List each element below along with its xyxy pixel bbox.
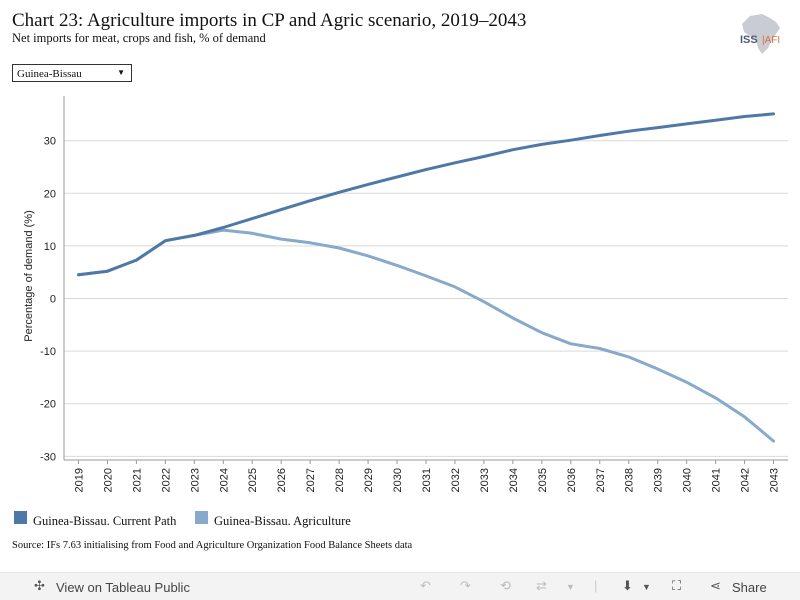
tableau-toolbar: ✣ View on Tableau Public ↶ ↷ ⟲ ⇄ ▼ | ⬇ ▼…	[0, 572, 800, 600]
legend-label-agriculture: Guinea-Bissau. Agriculture	[214, 514, 351, 528]
y-tick-label: -20	[40, 399, 56, 411]
x-tick-label: 2029	[363, 468, 375, 492]
x-tick-label: 2021	[131, 468, 143, 492]
source-note: Source: IFs 7.63 initialising from Food …	[12, 540, 413, 551]
x-tick-label: 2031	[421, 468, 433, 492]
x-tick-label: 2043	[769, 468, 781, 492]
toolbar-divider: |	[594, 578, 598, 593]
legend-label-current-path: Guinea-Bissau. Current Path	[33, 514, 177, 528]
x-tick-label: 2024	[218, 468, 230, 492]
x-tick-label: 2027	[305, 468, 317, 492]
legend-swatch-current-path	[14, 511, 27, 524]
x-tick-label: 2030	[392, 468, 404, 492]
x-tick-label: 2038	[624, 468, 636, 492]
x-tick-label: 2039	[653, 468, 665, 492]
axes: 30 20 10 0 -10 -20 -30 2019 2020 2021 2022 2023 2024…	[40, 96, 788, 492]
x-tick-label: 2019	[73, 468, 85, 492]
download-icon[interactable]: ⬇	[622, 578, 633, 593]
share-button[interactable]: Share	[732, 580, 767, 595]
svg-text:ISS: ISS	[740, 34, 758, 46]
x-tick-label: 2042	[740, 468, 752, 492]
y-axis-label: Percentage of demand (%)	[23, 210, 35, 341]
redo-icon[interactable]: ↷	[460, 578, 471, 593]
fullscreen-icon[interactable]: ⛶	[672, 578, 682, 593]
gridlines	[64, 140, 788, 457]
x-tick-label: 2026	[276, 468, 288, 492]
y-tick-label: 0	[50, 294, 56, 306]
country-filter-value: Guinea-Bissau	[17, 68, 82, 80]
country-filter-dropdown[interactable]: Guinea-Bissau ▼	[12, 64, 132, 82]
chart-subtitle: Net imports for meat, crops and fish, % …	[12, 31, 266, 45]
x-tick-label: 2033	[479, 468, 491, 492]
x-tick-label: 2036	[566, 468, 578, 492]
line-chart: 30 20 10 0 -10 -20 -30 2019 2020 2021 2022 2023 2024…	[23, 96, 788, 492]
view-on-tableau-link[interactable]: View on Tableau Public	[56, 580, 190, 595]
x-tick-label: 2025	[247, 468, 259, 492]
series-lines	[77, 112, 775, 443]
dropdown-arrow-icon: ▼	[117, 68, 125, 77]
svg-text:|AFI: |AFI	[762, 35, 780, 46]
y-tick-label: 30	[44, 136, 56, 148]
x-tick-label: 2035	[537, 468, 549, 492]
undo-icon[interactable]: ↶	[420, 578, 431, 593]
download-menu-chevron-icon[interactable]: ▼	[642, 582, 651, 592]
x-tick-label: 2041	[711, 468, 723, 492]
y-tick-label: 10	[44, 241, 56, 253]
refresh-icon[interactable]: ⇄	[536, 578, 547, 593]
tableau-icon: ✣	[34, 578, 45, 593]
legend-swatch-agriculture	[195, 511, 208, 524]
y-tick-label: 20	[44, 188, 56, 200]
series-line-current-path[interactable]	[77, 112, 775, 277]
x-tick-label: 2022	[160, 468, 172, 492]
x-tick-label: 2037	[595, 468, 607, 492]
series-line-agriculture[interactable]	[77, 228, 775, 443]
x-tick-label: 2040	[682, 468, 694, 492]
x-tick-label: 2023	[189, 468, 201, 492]
revert-icon[interactable]: ⟲	[500, 578, 511, 593]
refresh-menu-chevron-icon[interactable]: ▼	[566, 582, 575, 592]
chart-title: Chart 23: Agriculture imports in CP and …	[12, 10, 527, 31]
x-tick-label: 2034	[508, 468, 520, 492]
y-tick-label: -30	[40, 451, 56, 463]
share-icon[interactable]: ⋖	[710, 578, 721, 593]
x-tick-label: 2032	[450, 468, 462, 492]
iss-africa-logo: ISS |AFI	[740, 14, 780, 54]
x-tick-label: 2028	[334, 468, 346, 492]
y-tick-label: -10	[40, 346, 56, 358]
x-tick-label: 2020	[102, 468, 114, 492]
